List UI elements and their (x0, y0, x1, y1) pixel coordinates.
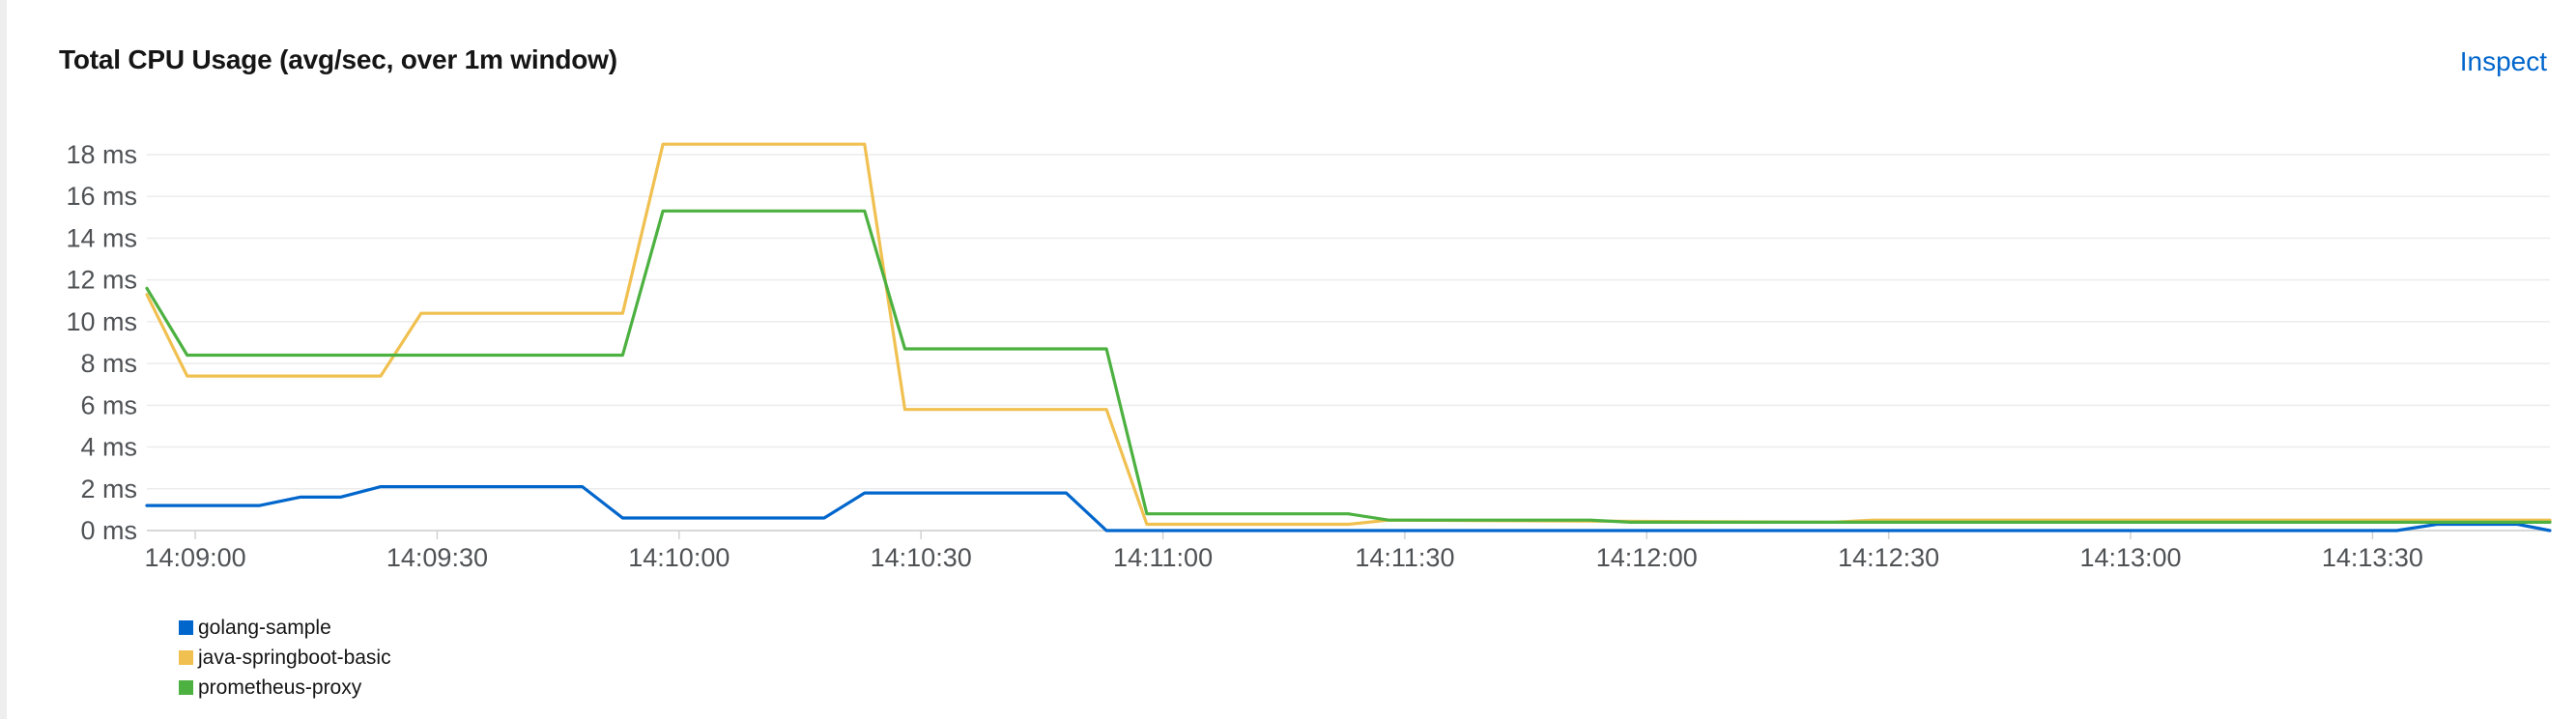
x-tick-label: 14:11:30 (1355, 543, 1454, 572)
y-tick-label: 6 ms (80, 390, 137, 419)
x-tick-label: 14:10:00 (628, 543, 730, 572)
legend-swatch (179, 650, 193, 665)
y-tick-label: 14 ms (66, 223, 137, 252)
y-tick-label: 2 ms (80, 475, 137, 503)
legend-swatch (179, 620, 193, 635)
legend-label: java-springboot-basic (198, 646, 391, 669)
x-tick-label: 14:13:00 (2079, 543, 2181, 572)
y-tick-label: 16 ms (66, 182, 137, 211)
series-lines (145, 142, 2552, 532)
y-tick-label: 0 ms (80, 516, 137, 545)
x-tick-label: 14:09:30 (386, 543, 488, 572)
series-line-java-springboot-basic (145, 142, 2552, 527)
x-tick-label: 14:10:30 (871, 543, 972, 572)
legend-label: golang-sample (198, 616, 331, 639)
grid-lines (147, 154, 2550, 532)
chart-legend: golang-sample java-springboot-basic promet… (179, 613, 391, 703)
card-title: Total CPU Usage (avg/sec, over 1m window… (59, 44, 617, 74)
x-tick-label: 14:13:30 (2322, 543, 2423, 572)
x-tick-label: 14:11:00 (1113, 543, 1213, 572)
x-tick-label: 14:09:00 (145, 543, 246, 572)
legend-item-golang-sample: golang-sample (179, 613, 391, 643)
legend-item-java-springboot-basic: java-springboot-basic (179, 643, 391, 673)
y-tick-label: 18 ms (66, 140, 137, 169)
legend-item-prometheus-proxy: prometheus-proxy (179, 673, 391, 703)
y-tick-label: 12 ms (66, 266, 137, 295)
y-tick-label: 10 ms (66, 307, 137, 336)
y-tick-label: 8 ms (80, 349, 137, 378)
y-tick-label: 4 ms (80, 433, 137, 462)
legend-swatch (179, 680, 193, 695)
legend-label: prometheus-proxy (198, 676, 362, 699)
cpu-usage-chart: 0 ms 2 ms 4 ms 6 ms 8 ms 10 ms 12 ms 14 ms 16 ms… (66, 140, 2552, 572)
series-line-prometheus-proxy (145, 209, 2552, 525)
x-tick-label: 14:12:30 (1838, 543, 1939, 572)
inspect-link[interactable]: Inspect (2459, 46, 2547, 76)
series-line-golang-sample (145, 485, 2552, 532)
x-tick-label: 14:12:00 (1596, 543, 1698, 572)
